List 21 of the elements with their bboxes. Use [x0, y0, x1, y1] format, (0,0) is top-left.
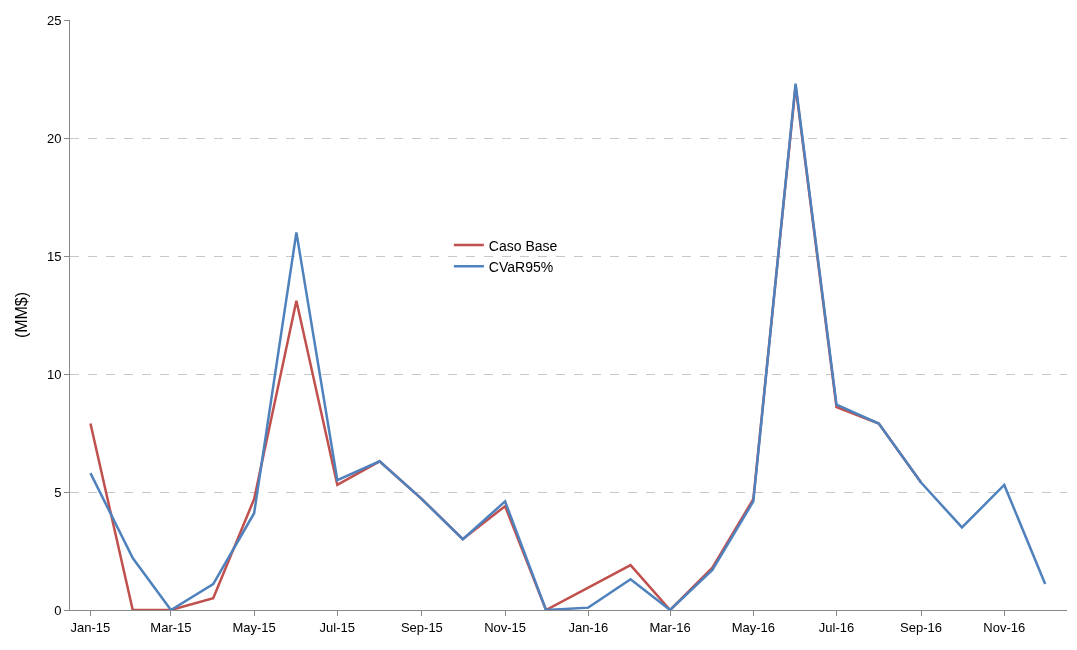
x-tick-label: Mar-16 — [649, 619, 691, 635]
legend-label: CVaR95% — [488, 258, 554, 275]
x-tick-label: Jan-16 — [568, 619, 609, 635]
legend-label: Caso Base — [488, 237, 558, 254]
y-tick-label: 15 — [46, 248, 62, 264]
y-tick-label: 20 — [46, 130, 62, 146]
x-tick-label: Jul-15 — [319, 619, 356, 635]
x-tick-label: Jan-15 — [70, 619, 111, 635]
x-tick-label: May-16 — [731, 619, 775, 635]
y-tick-label: 10 — [46, 366, 62, 382]
x-tick-label: Nov-16 — [983, 619, 1026, 635]
y-axis-title: (MM$) — [12, 291, 30, 339]
x-tick-label: Sep-16 — [900, 619, 943, 635]
x-tick-label: Jul-16 — [818, 619, 855, 635]
x-tick-label: Sep-15 — [400, 619, 443, 635]
x-tick-label: Nov-15 — [484, 619, 527, 635]
y-tick-label: 5 — [54, 484, 62, 500]
x-tick-label: Mar-15 — [150, 619, 192, 635]
y-tick-label: 0 — [54, 602, 62, 618]
y-tick-label: 25 — [46, 12, 62, 28]
x-tick-label: May-15 — [232, 619, 276, 635]
